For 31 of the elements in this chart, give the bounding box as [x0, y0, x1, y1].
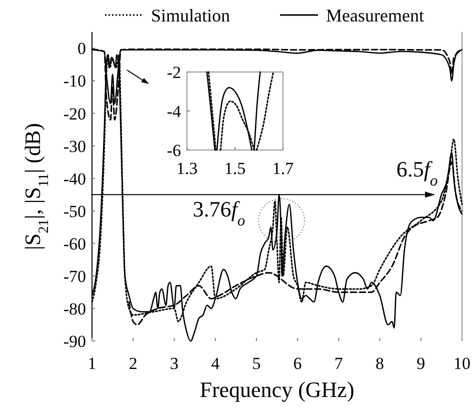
y-tick-label: -30 [63, 136, 86, 156]
y-tick-label: -90 [63, 332, 86, 351]
x-tick-label: 2 [128, 354, 138, 373]
y-tick-label: 0 [78, 39, 86, 58]
x-tick-label: 6 [293, 354, 302, 373]
annotation: 3.76f$_{o}$ [192, 196, 246, 230]
y-tick-label: -10 [63, 72, 86, 91]
y-tick-label: -20 [63, 104, 86, 124]
x-tick-label: 1 [88, 354, 96, 373]
y-tick-label: -6 [166, 140, 181, 160]
y-tick-label: -80 [63, 299, 86, 318]
y-tick-label: -60 [63, 234, 86, 254]
legend-label: Measurement [326, 5, 424, 26]
y-tick-label: -70 [63, 266, 86, 286]
annotation: 6.5f$_{o}$ [396, 156, 438, 189]
x-tick-label: 8 [376, 354, 384, 373]
y-tick-label: -2 [166, 62, 181, 82]
x-axis-title: Frequency (GHz) [200, 377, 354, 402]
x-tick-label: 7 [334, 354, 344, 373]
x-tick-label: 10 [454, 354, 470, 373]
x-tick-label: 1.5 [224, 159, 246, 178]
x-tick-label: 4 [211, 354, 220, 373]
y-tick-label: -50 [63, 202, 86, 221]
x-tick-label: 1.7 [272, 159, 294, 178]
x-tick-label: 3 [170, 354, 178, 373]
x-tick-label: 1.3 [176, 159, 198, 178]
x-tick-label: 5 [252, 354, 261, 373]
y-tick-label: -40 [63, 169, 86, 188]
x-tick-label: 9 [416, 354, 426, 373]
y-tick-label: -4 [166, 102, 182, 121]
legend-label: Simulation [151, 5, 230, 26]
